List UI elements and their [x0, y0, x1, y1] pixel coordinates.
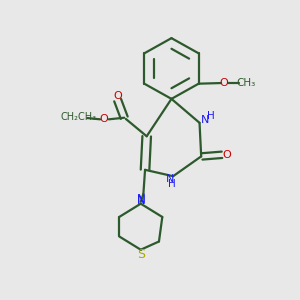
Text: CH₃: CH₃: [236, 78, 256, 88]
Text: H: H: [207, 111, 214, 122]
Text: N: N: [166, 174, 174, 184]
Text: CH₂CH₃: CH₂CH₃: [60, 112, 96, 122]
Text: O: O: [100, 114, 109, 124]
Text: N: N: [137, 194, 146, 207]
Text: S: S: [137, 248, 145, 261]
Text: O: O: [223, 150, 231, 160]
Text: O: O: [220, 78, 228, 88]
Text: H: H: [168, 179, 175, 189]
Text: N: N: [201, 115, 210, 124]
Text: N: N: [137, 193, 146, 206]
Text: O: O: [113, 91, 122, 101]
